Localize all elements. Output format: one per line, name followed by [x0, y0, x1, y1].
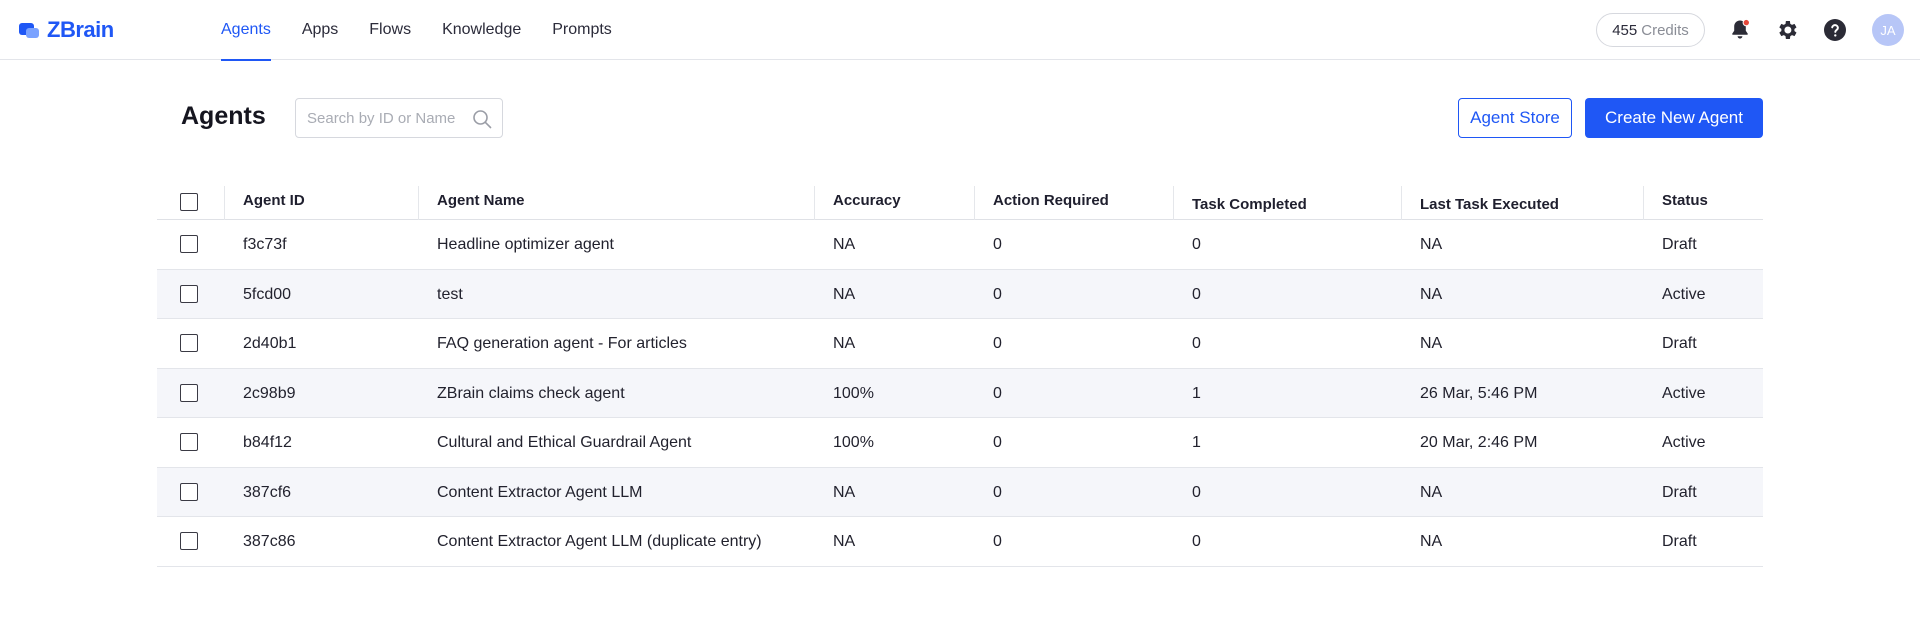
agent-name-cell[interactable]: test [437, 285, 463, 303]
status-cell: Draft [1662, 335, 1697, 352]
action-required-cell: 0 [993, 236, 1002, 253]
column-header-last-task-executed[interactable]: Last Task Executed [1401, 186, 1559, 220]
task-completed-cell: 0 [1192, 335, 1201, 352]
table-row[interactable]: b84f12 Cultural and Ethical Guardrail Ag… [157, 418, 1763, 468]
task-completed-cell: 1 [1192, 384, 1201, 402]
action-required-cell: 0 [993, 533, 1002, 550]
search-box [295, 98, 503, 138]
status-cell: Active [1662, 434, 1706, 451]
accuracy-cell: 100% [833, 434, 874, 451]
create-new-agent-button[interactable]: Create New Agent [1585, 98, 1763, 138]
table-row[interactable]: 387c86 Content Extractor Agent LLM (dupl… [157, 517, 1763, 567]
accuracy-cell: 100% [833, 384, 874, 402]
select-all-checkbox[interactable] [180, 192, 198, 211]
agent-name-cell[interactable]: Headline optimizer agent [437, 236, 614, 253]
agent-id-cell: 5fcd00 [243, 285, 292, 303]
task-completed-cell: 0 [1192, 285, 1201, 303]
top-navigation-bar: ZBrain Agents Apps Flows Knowledge Promp… [0, 0, 1920, 61]
row-checkbox[interactable] [180, 284, 198, 303]
table-row[interactable]: f3c73f Headline optimizer agent NA 0 0 N… [157, 220, 1763, 270]
credits-value: 455 [1612, 21, 1638, 39]
agent-id-cell: 2d40b1 [243, 335, 297, 352]
status-cell: Active [1662, 384, 1706, 402]
accuracy-cell: NA [833, 533, 856, 550]
table-row[interactable]: 5fcd00 test NA 0 0 NA Active [157, 269, 1763, 319]
last-task-executed-cell: NA [1420, 335, 1443, 352]
row-checkbox[interactable] [180, 334, 198, 353]
agent-name-cell[interactable]: Content Extractor Agent LLM (duplicate e… [437, 533, 762, 550]
status-cell: Active [1662, 285, 1706, 303]
agent-id-cell: b84f12 [243, 434, 292, 451]
accuracy-cell: NA [833, 483, 856, 501]
agent-store-button[interactable]: Agent Store [1458, 98, 1572, 138]
agent-name-cell[interactable]: Content Extractor Agent LLM [437, 483, 643, 501]
search-input[interactable] [296, 99, 466, 137]
agent-id-cell: 387cf6 [243, 483, 292, 501]
table-row[interactable]: 2c98b9 ZBrain claims check agent 100% 0 … [157, 368, 1763, 418]
nav-tab-apps[interactable]: Apps [301, 21, 339, 38]
last-task-executed-cell: NA [1420, 483, 1443, 501]
agent-id-cell: 387c86 [243, 533, 296, 550]
nav-tab-prompts[interactable]: Prompts [552, 21, 612, 38]
action-required-cell: 0 [993, 384, 1002, 402]
last-task-executed-cell: NA [1420, 285, 1443, 303]
agents-table: Agent ID Agent Name Accuracy Action Requ… [157, 186, 1763, 567]
nav-tab-flows[interactable]: Flows [369, 21, 412, 38]
column-header-agent-id[interactable]: Agent ID [224, 186, 305, 220]
last-task-executed-cell: 26 Mar, 5:46 PM [1420, 384, 1538, 402]
agent-name-cell[interactable]: ZBrain claims check agent [437, 384, 625, 402]
user-avatar[interactable]: JA [1872, 14, 1904, 46]
action-required-cell: 0 [993, 335, 1002, 352]
last-task-executed-cell: 20 Mar, 2:46 PM [1420, 434, 1538, 451]
row-checkbox[interactable] [180, 532, 198, 551]
column-header-task-completed[interactable]: Task Completed [1173, 186, 1307, 220]
last-task-executed-cell: NA [1420, 533, 1443, 550]
task-completed-cell: 0 [1192, 483, 1201, 501]
logo-icon [19, 21, 41, 39]
search-icon[interactable] [472, 109, 492, 129]
task-completed-cell: 0 [1192, 533, 1201, 550]
row-checkbox[interactable] [180, 482, 198, 501]
column-header-action-required[interactable]: Action Required [974, 186, 1109, 220]
column-header-status[interactable]: Status [1643, 186, 1708, 220]
agent-name-cell[interactable]: Cultural and Ethical Guardrail Agent [437, 434, 692, 451]
column-header-agent-name[interactable]: Agent Name [418, 186, 525, 220]
last-task-executed-cell: NA [1420, 236, 1443, 253]
credits-label: Credits [1641, 21, 1689, 39]
row-checkbox[interactable] [180, 383, 198, 402]
credits-badge[interactable]: 455 Credits [1596, 13, 1705, 47]
settings-gear-icon[interactable] [1774, 17, 1800, 43]
help-question-icon[interactable] [1822, 17, 1848, 43]
table-header: Agent ID Agent Name Accuracy Action Requ… [157, 186, 1763, 220]
agent-id-cell: 2c98b9 [243, 384, 296, 402]
table-row[interactable]: 387cf6 Content Extractor Agent LLM NA 0 … [157, 467, 1763, 517]
logo-text: ZBrain [47, 17, 114, 42]
table-row[interactable]: 2d40b1 FAQ generation agent - For articl… [157, 319, 1763, 369]
accuracy-cell: NA [833, 335, 856, 352]
action-required-cell: 0 [993, 483, 1002, 501]
column-header-accuracy[interactable]: Accuracy [814, 186, 901, 220]
task-completed-cell: 0 [1192, 236, 1201, 253]
agent-id-cell: f3c73f [243, 236, 287, 253]
main-nav: Agents Apps Flows Knowledge Prompts [221, 0, 643, 61]
accuracy-cell: NA [833, 236, 856, 253]
status-cell: Draft [1662, 483, 1697, 501]
page-title: Agents [181, 102, 266, 130]
status-cell: Draft [1662, 236, 1697, 253]
row-checkbox[interactable] [180, 433, 198, 452]
zbrain-logo[interactable]: ZBrain [19, 17, 114, 43]
notifications-bell-icon[interactable] [1727, 17, 1753, 43]
status-cell: Draft [1662, 533, 1697, 550]
action-required-cell: 0 [993, 434, 1002, 451]
action-required-cell: 0 [993, 285, 1002, 303]
accuracy-cell: NA [833, 285, 856, 303]
nav-tab-agents[interactable]: Agents [221, 0, 271, 61]
row-checkbox[interactable] [180, 235, 198, 254]
nav-tab-knowledge[interactable]: Knowledge [442, 21, 522, 38]
task-completed-cell: 1 [1192, 434, 1201, 451]
agent-name-cell[interactable]: FAQ generation agent - For articles [437, 335, 687, 352]
